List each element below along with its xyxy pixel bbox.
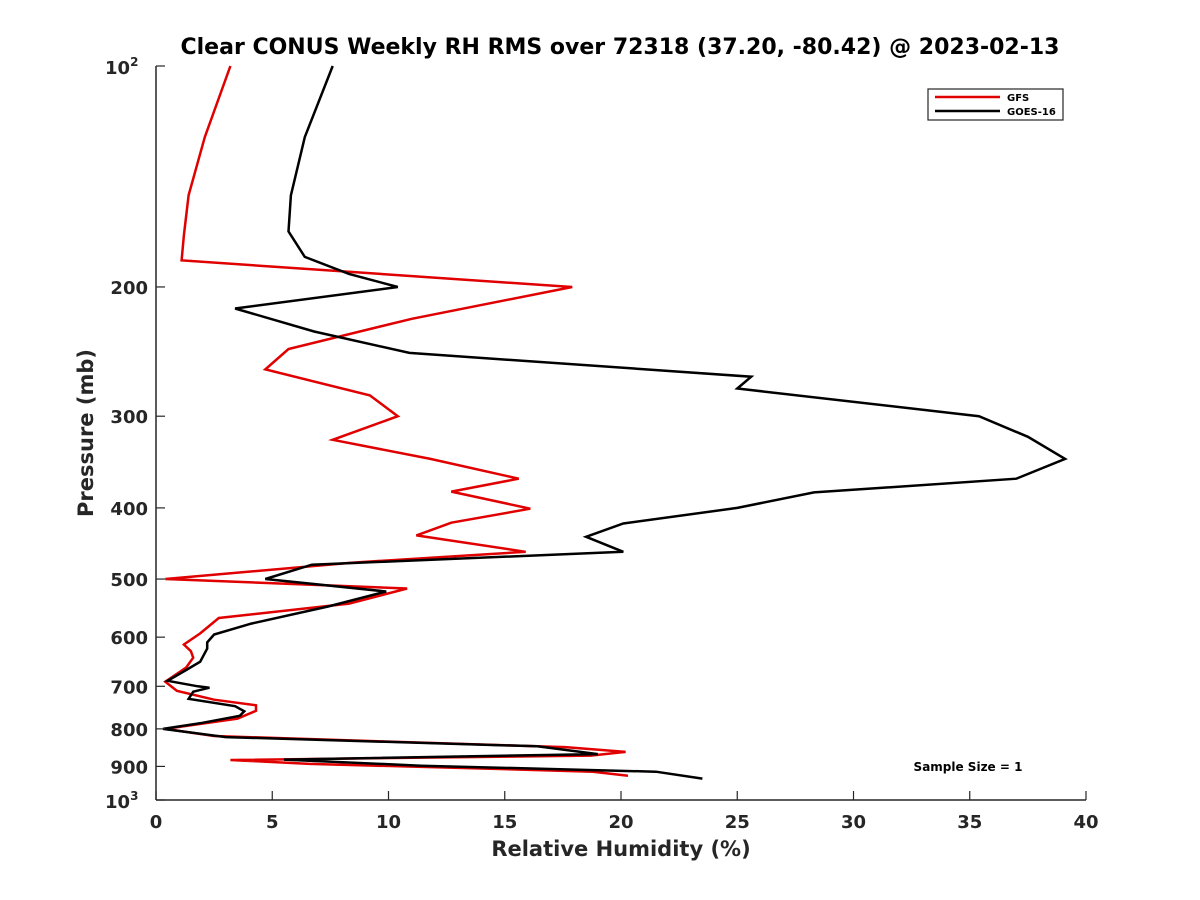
y-tick-label: 800: [110, 720, 148, 741]
series-layer: [162, 65, 1068, 780]
y-tick-label: 600: [110, 628, 148, 649]
x-tick-label: 5: [266, 812, 279, 833]
y-tick-label: 103: [105, 789, 138, 813]
legend-box: [927, 88, 1064, 121]
legend: GFS GOES-16: [927, 88, 1064, 121]
y-tick-label: 500: [110, 570, 148, 591]
series-line-goes16: [162, 65, 1068, 780]
series-line-gfs: [163, 65, 629, 778]
y-tick-label: 400: [110, 499, 148, 520]
x-tick-label: 40: [1073, 812, 1098, 833]
x-tick-label: 15: [492, 812, 517, 833]
y-ticks: 102 200 300 400 500 600 700 800 900 103: [105, 55, 165, 813]
y-tick-label: 102: [105, 55, 138, 79]
y-axis-label: Pressure (mb): [74, 349, 98, 517]
chart-title: Clear CONUS Weekly RH RMS over 72318 (37…: [181, 35, 1060, 60]
sample-size-annotation: Sample Size = 1: [914, 760, 1023, 774]
y-tick-label: 700: [110, 677, 148, 698]
y-tick-label: 900: [110, 757, 148, 778]
x-tick-label: 0: [150, 812, 163, 833]
legend-label-gfs: GFS: [1007, 93, 1029, 104]
x-ticks: 0 5 10 15 20 25 30 35 40: [150, 791, 1099, 833]
y-tick-label: 300: [110, 407, 148, 428]
x-tick-label: 30: [841, 812, 866, 833]
x-tick-label: 10: [376, 812, 401, 833]
x-axis-label: Relative Humidity (%): [491, 837, 750, 861]
x-tick-label: 35: [957, 812, 982, 833]
y-tick-label: 200: [110, 278, 148, 299]
legend-label-goes16: GOES-16: [1007, 107, 1056, 118]
x-tick-label: 25: [725, 812, 750, 833]
x-tick-label: 20: [608, 812, 633, 833]
